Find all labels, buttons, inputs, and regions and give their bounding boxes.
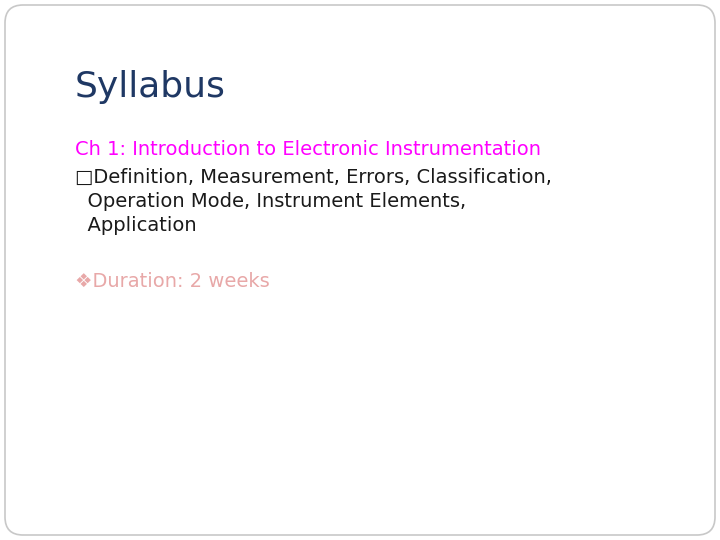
Text: ❖Duration: 2 weeks: ❖Duration: 2 weeks [75, 272, 270, 291]
Text: □Definition, Measurement, Errors, Classification,: □Definition, Measurement, Errors, Classi… [75, 168, 552, 187]
Text: Ch 1: Introduction to Electronic Instrumentation: Ch 1: Introduction to Electronic Instrum… [75, 140, 541, 159]
Text: Application: Application [75, 216, 197, 235]
FancyBboxPatch shape [5, 5, 715, 535]
Text: Syllabus: Syllabus [75, 70, 226, 104]
Text: Operation Mode, Instrument Elements,: Operation Mode, Instrument Elements, [75, 192, 466, 211]
